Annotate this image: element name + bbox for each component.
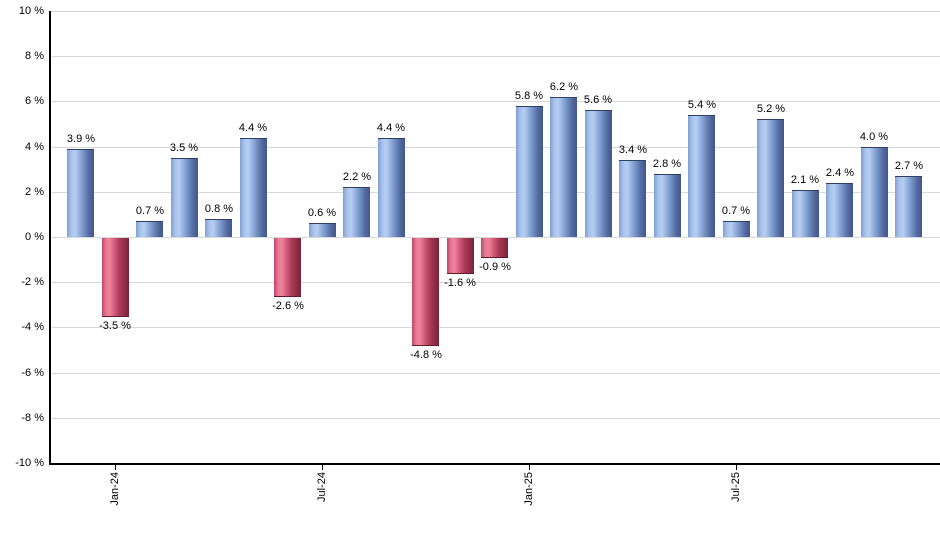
gridline--4pct (49, 327, 940, 328)
bar-value-label-May-24: 4.4 % (238, 122, 268, 134)
y-axis-tick-label: -6 % (21, 367, 44, 379)
bar-value-label-Oct-25: 2.4 % (825, 167, 855, 179)
x-axis-tick-Jan-25 (529, 463, 530, 470)
bar-value-label-Mar-24: 3.5 % (169, 142, 199, 154)
gridline-2pct (49, 192, 940, 193)
bar-Dec-23 (67, 149, 94, 237)
gridline--2pct (49, 282, 940, 283)
x-axis-tick-label-Jul-24: Jul-24 (316, 472, 328, 502)
y-axis-tick-label: -2 % (21, 276, 44, 288)
bar-value-label-Nov-25: 4.0 % (859, 131, 889, 143)
gridline-4pct (49, 147, 940, 148)
bar-Oct-24 (412, 238, 439, 346)
bar-value-label-Feb-25: 6.2 % (549, 81, 579, 93)
x-axis-tick-Jul-25 (736, 463, 737, 470)
gridline-0pct (49, 237, 940, 238)
bar-Jan-24 (102, 238, 129, 317)
gridline-6pct (49, 101, 940, 102)
bar-Mar-25 (585, 110, 612, 237)
bar-Oct-25 (826, 183, 853, 237)
y-axis-tick-label: 10 % (18, 5, 44, 17)
bar-Apr-25 (619, 160, 646, 237)
bar-May-25 (654, 174, 681, 237)
gridline-8pct (49, 56, 940, 57)
bar-Dec-25 (895, 176, 922, 237)
bar-Sep-25 (792, 190, 819, 237)
bar-Nov-24 (447, 238, 474, 274)
y-axis-tick-label: 6 % (25, 95, 44, 107)
x-axis (49, 463, 940, 465)
x-axis-tick-label-Jul-25: Jul-25 (730, 472, 742, 502)
gridline-10pct (49, 11, 940, 12)
bar-value-label-Dec-25: 2.7 % (894, 160, 924, 172)
bar-Feb-25 (550, 97, 577, 237)
bar-value-label-Nov-24: -1.6 % (444, 277, 476, 289)
bar-Sep-24 (378, 138, 405, 237)
bar-Apr-24 (205, 219, 232, 237)
y-axis (49, 11, 51, 465)
bar-value-label-Apr-25: 3.4 % (618, 144, 648, 156)
bar-Aug-25 (757, 119, 784, 237)
bar-Nov-25 (861, 147, 888, 237)
bar-value-label-Dec-24: -0.9 % (479, 261, 511, 273)
bar-value-label-Feb-24: 0.7 % (135, 205, 165, 217)
gridline--8pct (49, 418, 940, 419)
gridline--6pct (49, 373, 940, 374)
y-axis-tick-label: 2 % (25, 186, 44, 198)
y-axis-tick-label: 4 % (25, 141, 44, 153)
y-axis-tick-label: -8 % (21, 412, 44, 424)
bar-value-label-Apr-24: 0.8 % (204, 203, 234, 215)
bar-Jun-25 (688, 115, 715, 237)
bar-value-label-Oct-24: -4.8 % (410, 349, 442, 361)
x-axis-tick-Jul-24 (322, 463, 323, 470)
bar-value-label-Jan-25: 5.8 % (514, 90, 544, 102)
bar-Feb-24 (136, 221, 163, 237)
bar-Mar-24 (171, 158, 198, 237)
bar-value-label-Aug-25: 5.2 % (756, 103, 786, 115)
bar-value-label-Dec-23: 3.9 % (66, 133, 96, 145)
bar-Jan-25 (516, 106, 543, 237)
bar-value-label-Jul-24: 0.6 % (307, 207, 337, 219)
bar-value-label-Jun-25: 5.4 % (687, 99, 717, 111)
x-axis-tick-label-Jan-25: Jan-25 (523, 472, 535, 506)
bar-value-label-May-25: 2.8 % (652, 158, 682, 170)
bar-Jul-24 (309, 223, 336, 237)
y-axis-tick-label: -10 % (15, 457, 44, 469)
bar-value-label-Sep-25: 2.1 % (790, 174, 820, 186)
y-axis-tick-label: 0 % (25, 231, 44, 243)
x-axis-tick-Jan-24 (115, 463, 116, 470)
bar-Dec-24 (481, 238, 508, 258)
y-axis-tick-label: -4 % (21, 321, 44, 333)
bar-value-label-Jun-24: -2.6 % (272, 300, 304, 312)
x-axis-tick-label-Jan-24: Jan-24 (109, 472, 121, 506)
bar-Jun-24 (274, 238, 301, 297)
bar-value-label-Aug-24: 2.2 % (342, 171, 372, 183)
bar-Aug-24 (343, 187, 370, 237)
y-axis-tick-label: 8 % (25, 50, 44, 62)
bar-value-label-Mar-25: 5.6 % (583, 94, 613, 106)
bar-value-label-Sep-24: 4.4 % (376, 122, 406, 134)
bar-May-24 (240, 138, 267, 237)
bar-value-label-Jan-24: -3.5 % (99, 320, 131, 332)
bar-Jul-25 (723, 221, 750, 237)
bar-value-label-Jul-25: 0.7 % (721, 205, 751, 217)
